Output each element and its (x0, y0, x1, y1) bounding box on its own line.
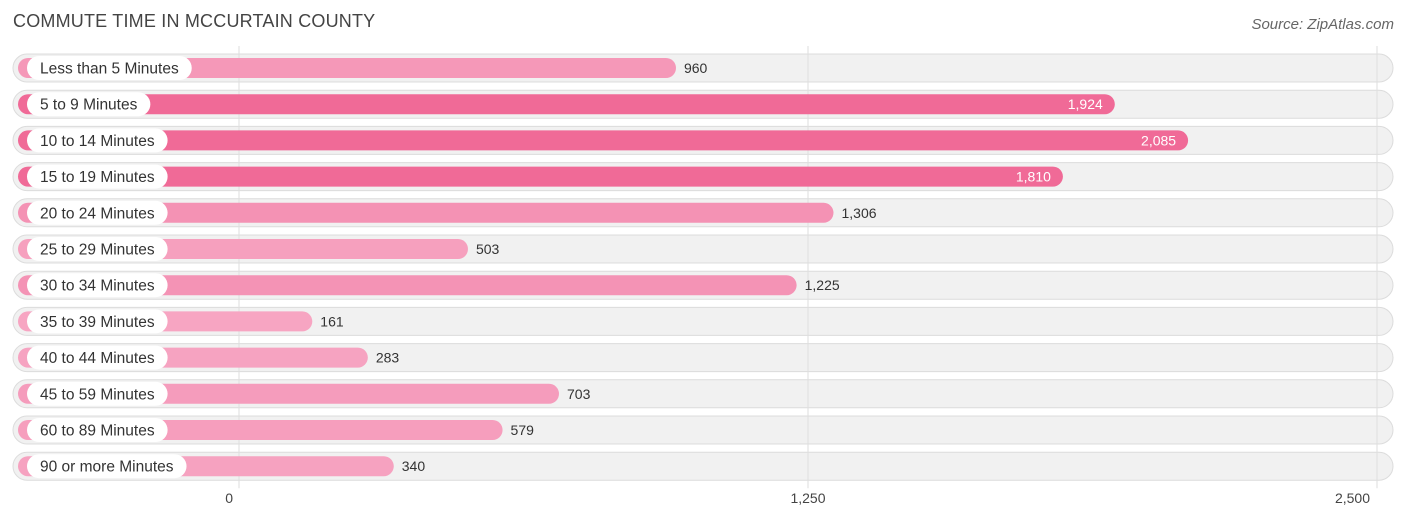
category-pill (27, 200, 168, 225)
value-label: 161 (320, 313, 344, 329)
category-label: 5 to 9 Minutes (40, 97, 138, 114)
bars (18, 58, 1189, 477)
category-label: 35 to 39 Minutes (40, 314, 155, 331)
category-label: 10 to 14 Minutes (40, 133, 155, 150)
value-label: 340 (402, 458, 426, 474)
value-label: 1,924 (1068, 96, 1103, 112)
category-label: 45 to 59 Minutes (40, 386, 155, 403)
bar (18, 130, 1189, 151)
category-pill (27, 381, 168, 406)
row-background (12, 306, 1394, 336)
category-pill (27, 128, 168, 153)
row-backgrounds (12, 53, 1394, 481)
category-pill (27, 56, 192, 80)
value-label: 703 (567, 386, 591, 402)
x-tick-label: 2,500 (1335, 490, 1370, 506)
category-pill (27, 418, 168, 442)
value-label: 1,810 (1016, 169, 1051, 185)
category-label: Less than 5 Minutes (40, 61, 179, 78)
axis-ticks: 0 1,250 2,500 (225, 490, 1370, 506)
category-pill (27, 454, 187, 479)
value-label: 579 (511, 422, 535, 438)
category-label: 15 to 19 Minutes (40, 169, 155, 186)
category-pill (27, 237, 168, 261)
gridlines (238, 46, 1378, 489)
category-label: 25 to 29 Minutes (40, 242, 155, 259)
value-label: 1,225 (805, 277, 840, 293)
bar (18, 166, 1063, 187)
category-pill (27, 92, 151, 117)
chart-title: COMMUTE TIME IN MCCURTAIN COUNTY (13, 11, 376, 31)
category-label: 60 to 89 Minutes (40, 423, 155, 440)
category-label: 30 to 34 Minutes (40, 278, 155, 295)
value-label: 1,306 (841, 205, 876, 221)
category-label: 90 or more Minutes (40, 459, 174, 476)
category-pill (27, 309, 168, 334)
chart-source: Source: ZipAtlas.com (1251, 16, 1394, 33)
category-label: 40 to 44 Minutes (40, 350, 155, 367)
labels: Less than 5 Minutes 960 5 to 9 Minutes 1,92… (27, 56, 1176, 479)
x-tick-label: 1,250 (790, 490, 825, 506)
value-label: 2,085 (1141, 132, 1176, 148)
value-label: 960 (684, 60, 708, 76)
value-label: 503 (476, 241, 500, 257)
category-label: 20 to 24 Minutes (40, 205, 155, 222)
category-pill (27, 273, 168, 298)
category-pill (27, 345, 168, 370)
value-label: 283 (376, 350, 400, 366)
bar (18, 94, 1115, 115)
category-pill (27, 164, 168, 189)
x-tick-label: 0 (225, 490, 233, 506)
bar (18, 275, 797, 296)
bar (18, 202, 834, 223)
